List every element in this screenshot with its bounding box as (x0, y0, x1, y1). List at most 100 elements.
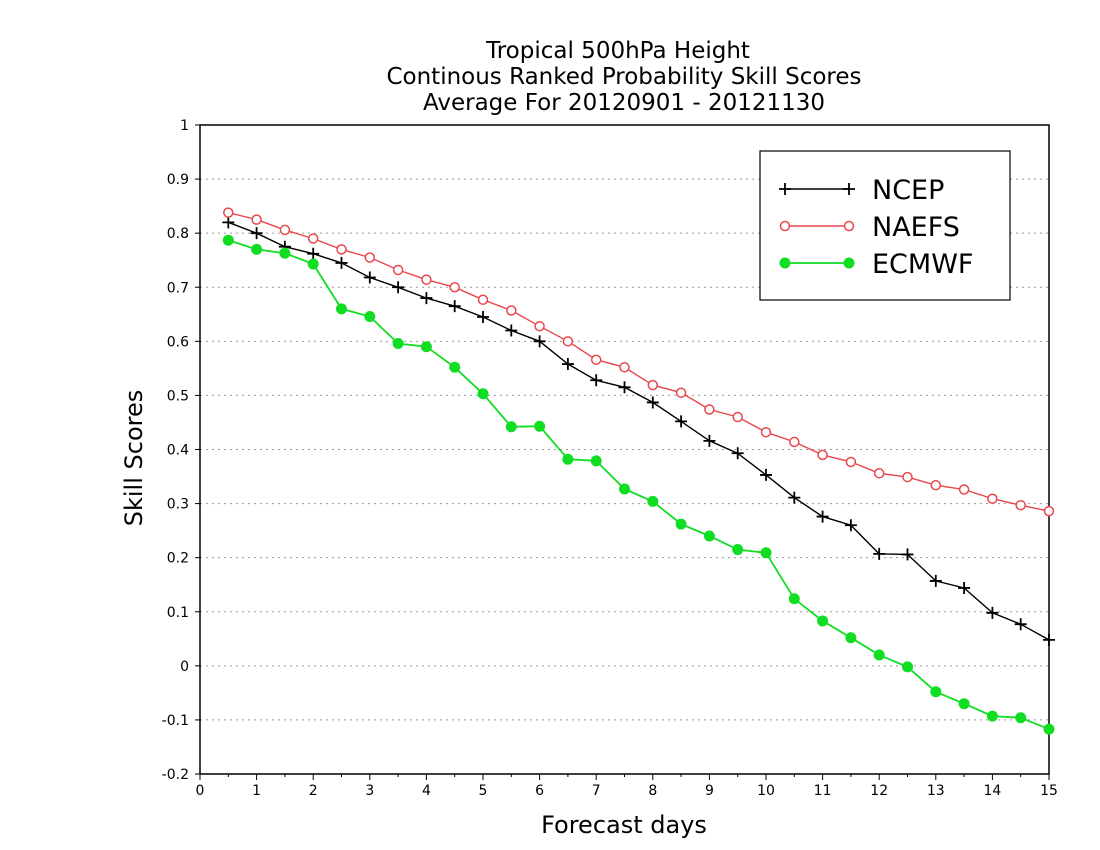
data-point (590, 455, 602, 467)
legend-label: ECMWF (872, 249, 973, 280)
series-line (228, 221, 1050, 641)
data-point (307, 258, 319, 270)
data-point (392, 264, 404, 276)
data-point (817, 449, 828, 461)
legend-label: NCEP (872, 175, 944, 206)
y-axis: -0.2 -0.1 0 0.1 0.2 0.3 0.4 0.5 0.6 0.7 0.8 0.9 1 (162, 118, 200, 783)
data-point (703, 530, 715, 542)
data-point (477, 388, 489, 400)
data-point (619, 483, 630, 495)
data-point (364, 252, 376, 263)
data-point (958, 484, 970, 495)
data-point (505, 421, 517, 433)
y-tick-label: 0.8 (167, 226, 189, 242)
data-point (873, 649, 885, 661)
data-point (901, 548, 914, 561)
data-point (562, 453, 574, 465)
data-point (1015, 499, 1026, 511)
series-ncep (222, 216, 1055, 646)
y-tick-label: 0.9 (167, 172, 189, 188)
legend-item-ecmwf: ECMWF (779, 249, 973, 280)
data-point (279, 224, 291, 236)
x-tick-label: 14 (983, 783, 1001, 799)
y-axis-title: Skill Scores (120, 390, 148, 527)
data-point (646, 396, 659, 409)
data-point (986, 606, 999, 619)
data-point (363, 271, 376, 284)
data-point (958, 581, 971, 594)
data-point (732, 411, 743, 423)
x-tick-label: 7 (592, 783, 601, 799)
data-point (251, 243, 263, 255)
y-tick-label: 0.2 (167, 551, 189, 567)
data-point (987, 493, 998, 504)
data-point (789, 436, 800, 448)
data-point (392, 337, 404, 349)
x-axis: 0 1 2 3 4 5 6 7 8 9 10 11 12 13 14 15 (196, 774, 1058, 799)
series-ecmwf (222, 234, 1055, 735)
data-point (307, 247, 320, 260)
series-naefs (223, 207, 1055, 517)
data-point (788, 593, 800, 605)
x-tick-label: 12 (870, 783, 888, 799)
x-tick-label: 10 (757, 783, 775, 799)
data-point (873, 547, 886, 560)
series-line (228, 239, 1050, 730)
data-point (336, 244, 347, 255)
data-point (1014, 618, 1027, 631)
y-tick-label: 0.5 (167, 388, 189, 404)
data-point (929, 574, 942, 587)
data-point (675, 387, 687, 398)
chart-title: Tropical 500hPa Height Continous Ranked … (386, 38, 861, 116)
data-point (534, 420, 546, 432)
data-point (619, 362, 630, 373)
y-tick-label: 0.3 (167, 497, 189, 513)
data-point (533, 335, 546, 348)
data-point (843, 220, 855, 232)
data-point (779, 257, 791, 269)
data-point (448, 300, 461, 313)
data-point (647, 379, 659, 391)
y-tick-label: -0.2 (162, 767, 189, 783)
data-point (562, 336, 574, 347)
data-point (675, 518, 687, 530)
y-tick-label: 1 (180, 118, 189, 134)
data-point (816, 510, 829, 523)
x-tick-label: 6 (535, 783, 544, 799)
data-point (505, 324, 518, 337)
data-point (251, 214, 262, 225)
data-point (449, 282, 460, 293)
y-tick-label: 0.6 (167, 334, 189, 350)
data-point (902, 661, 913, 673)
data-point (930, 686, 942, 698)
x-tick-label: 13 (927, 783, 945, 799)
x-tick-label: 3 (365, 783, 374, 799)
y-tick-label: 0.1 (167, 605, 189, 621)
x-tick-label: 1 (252, 783, 261, 799)
data-point (223, 207, 234, 218)
title-line-3: Average For 20120901 - 20121130 (423, 90, 825, 116)
data-point (279, 247, 291, 259)
data-point (590, 354, 602, 365)
data-point (336, 303, 347, 315)
data-point (335, 256, 348, 269)
data-point (760, 547, 772, 559)
data-point (986, 710, 998, 722)
data-point (1015, 712, 1027, 724)
data-point (421, 274, 432, 285)
data-point (845, 632, 857, 644)
title-line-2: Continous Ranked Probability Skill Score… (386, 64, 861, 90)
data-point (930, 479, 942, 491)
data-point (420, 292, 433, 305)
data-point (222, 234, 234, 246)
data-point (590, 374, 603, 387)
x-tick-label: 2 (309, 783, 318, 799)
data-point (817, 615, 829, 627)
data-point (222, 216, 235, 229)
legend-item-naefs: NAEFS (779, 212, 960, 243)
data-point (843, 183, 855, 195)
data-point (506, 305, 517, 316)
data-point (1043, 505, 1055, 517)
y-tick-label: -0.1 (162, 713, 189, 729)
data-point (1043, 633, 1055, 646)
